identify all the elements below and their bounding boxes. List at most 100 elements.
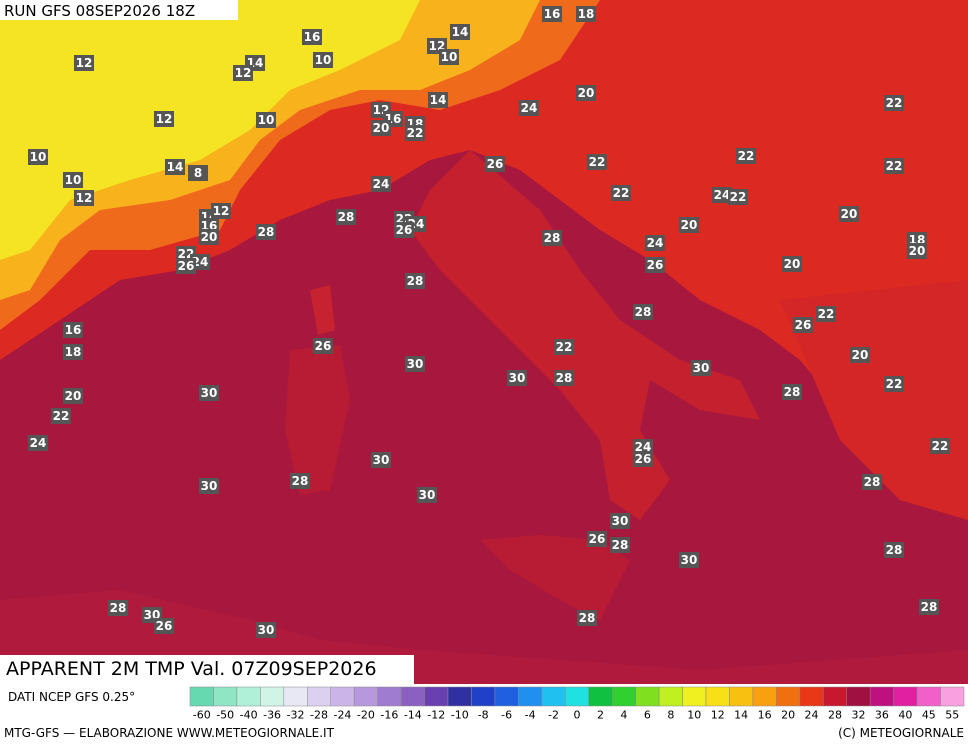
colorbar-swatch bbox=[518, 686, 543, 707]
label-box bbox=[74, 190, 94, 206]
sicily bbox=[480, 535, 630, 620]
colorbar-swatch bbox=[541, 686, 566, 707]
temp-label: 30 bbox=[407, 357, 424, 371]
colorbar-tick-label: -40 bbox=[240, 709, 258, 722]
label-box bbox=[884, 95, 904, 111]
temp-label: 30 bbox=[419, 488, 436, 502]
label-box bbox=[884, 158, 904, 174]
label-box bbox=[679, 552, 699, 568]
temp-label: 22 bbox=[613, 186, 630, 200]
label-box bbox=[63, 322, 83, 338]
temp-label: 24 bbox=[647, 236, 664, 250]
label-box bbox=[405, 356, 425, 372]
temp-label: 14 bbox=[430, 93, 447, 107]
label-box bbox=[542, 230, 562, 246]
label-box bbox=[485, 156, 505, 172]
label-box bbox=[610, 537, 630, 553]
colorbar-swatch bbox=[353, 686, 378, 707]
colorbar-swatch bbox=[565, 686, 589, 707]
colorbar-tick-label: 16 bbox=[758, 709, 772, 722]
temp-label: 10 bbox=[315, 53, 332, 67]
temp-label: 18 bbox=[65, 345, 82, 359]
colorbar-tick-label: -8 bbox=[478, 709, 489, 722]
label-box bbox=[371, 176, 391, 192]
temp-label: 28 bbox=[864, 475, 881, 489]
temp-label: 30 bbox=[258, 623, 275, 637]
colorbar-swatch bbox=[213, 686, 238, 707]
colorbar-swatch bbox=[705, 686, 730, 707]
sardinia bbox=[285, 345, 350, 495]
colorbar-tick-label: 2 bbox=[597, 709, 604, 722]
label-box bbox=[839, 206, 859, 222]
label-box bbox=[28, 435, 48, 451]
colorbar-tick-label: 32 bbox=[851, 709, 865, 722]
colorbar-swatch bbox=[799, 686, 824, 707]
label-box bbox=[633, 451, 653, 467]
temp-label: 16 bbox=[65, 323, 82, 337]
label-box bbox=[450, 24, 470, 40]
temp-label: 28 bbox=[258, 225, 275, 239]
label-box bbox=[816, 306, 836, 322]
temp-label: 24 bbox=[30, 436, 47, 450]
temp-label: 22 bbox=[730, 190, 747, 204]
temp-label: 30 bbox=[681, 553, 698, 567]
colorbar-tick-label: -16 bbox=[380, 709, 398, 722]
temp-label: 12 bbox=[156, 112, 173, 126]
temp-label: 22 bbox=[589, 155, 606, 169]
colorbar-tick-label: -6 bbox=[501, 709, 512, 722]
colorbar-tick-label: 10 bbox=[687, 709, 701, 722]
colorbar-tick-label: 0 bbox=[574, 709, 581, 722]
colorbar-swatch bbox=[823, 686, 847, 707]
colorbar-swatch bbox=[611, 686, 636, 707]
colorbar-tick-label: 14 bbox=[734, 709, 748, 722]
colorbar-swatch bbox=[916, 686, 941, 707]
label-box bbox=[884, 542, 904, 558]
label-box bbox=[51, 408, 71, 424]
temp-label: 14 bbox=[167, 160, 184, 174]
colorbar-tick-label: -2 bbox=[548, 709, 559, 722]
label-box bbox=[199, 229, 219, 245]
label-box bbox=[862, 474, 882, 490]
label-box bbox=[417, 487, 437, 503]
label-box bbox=[313, 52, 333, 68]
label-box bbox=[782, 256, 802, 272]
header-box bbox=[0, 0, 238, 20]
temp-label: 22 bbox=[886, 96, 903, 110]
label-box bbox=[256, 112, 276, 128]
temp-label: 28 bbox=[784, 385, 801, 399]
colorbar-swatch bbox=[307, 686, 331, 707]
balkans bbox=[780, 280, 968, 520]
label-box bbox=[199, 385, 219, 401]
label-box bbox=[405, 273, 425, 289]
colorbar-swatch bbox=[893, 686, 918, 707]
label-box bbox=[576, 85, 596, 101]
colorbar-swatch bbox=[729, 686, 754, 707]
temp-label: 22 bbox=[738, 149, 755, 163]
colorbar-tick-label: 4 bbox=[620, 709, 627, 722]
label-box bbox=[611, 185, 631, 201]
colorbar-tick-label: 28 bbox=[828, 709, 842, 722]
label-box bbox=[610, 513, 630, 529]
colorbar-swatch bbox=[260, 686, 285, 707]
label-box bbox=[907, 243, 927, 259]
temp-label: 26 bbox=[589, 532, 606, 546]
temp-label: 28 bbox=[544, 231, 561, 245]
label-box bbox=[63, 388, 83, 404]
colorbar-tick-label: -32 bbox=[287, 709, 305, 722]
label-box bbox=[793, 317, 813, 333]
temp-label: 30 bbox=[612, 514, 629, 528]
label-box bbox=[576, 6, 596, 22]
temp-label: 22 bbox=[886, 159, 903, 173]
temp-label: 30 bbox=[373, 453, 390, 467]
label-box bbox=[439, 49, 459, 65]
label-box bbox=[645, 257, 665, 273]
map-title: APPARENT 2M TMP Val. 07Z09SEP2026 bbox=[6, 658, 377, 680]
temp-label: 20 bbox=[681, 218, 698, 232]
label-box bbox=[554, 339, 574, 355]
colorbar-tick-label: 6 bbox=[644, 709, 651, 722]
temp-label: 26 bbox=[795, 318, 812, 332]
temp-label: 28 bbox=[338, 210, 355, 224]
colorbar-swatch bbox=[752, 686, 777, 707]
